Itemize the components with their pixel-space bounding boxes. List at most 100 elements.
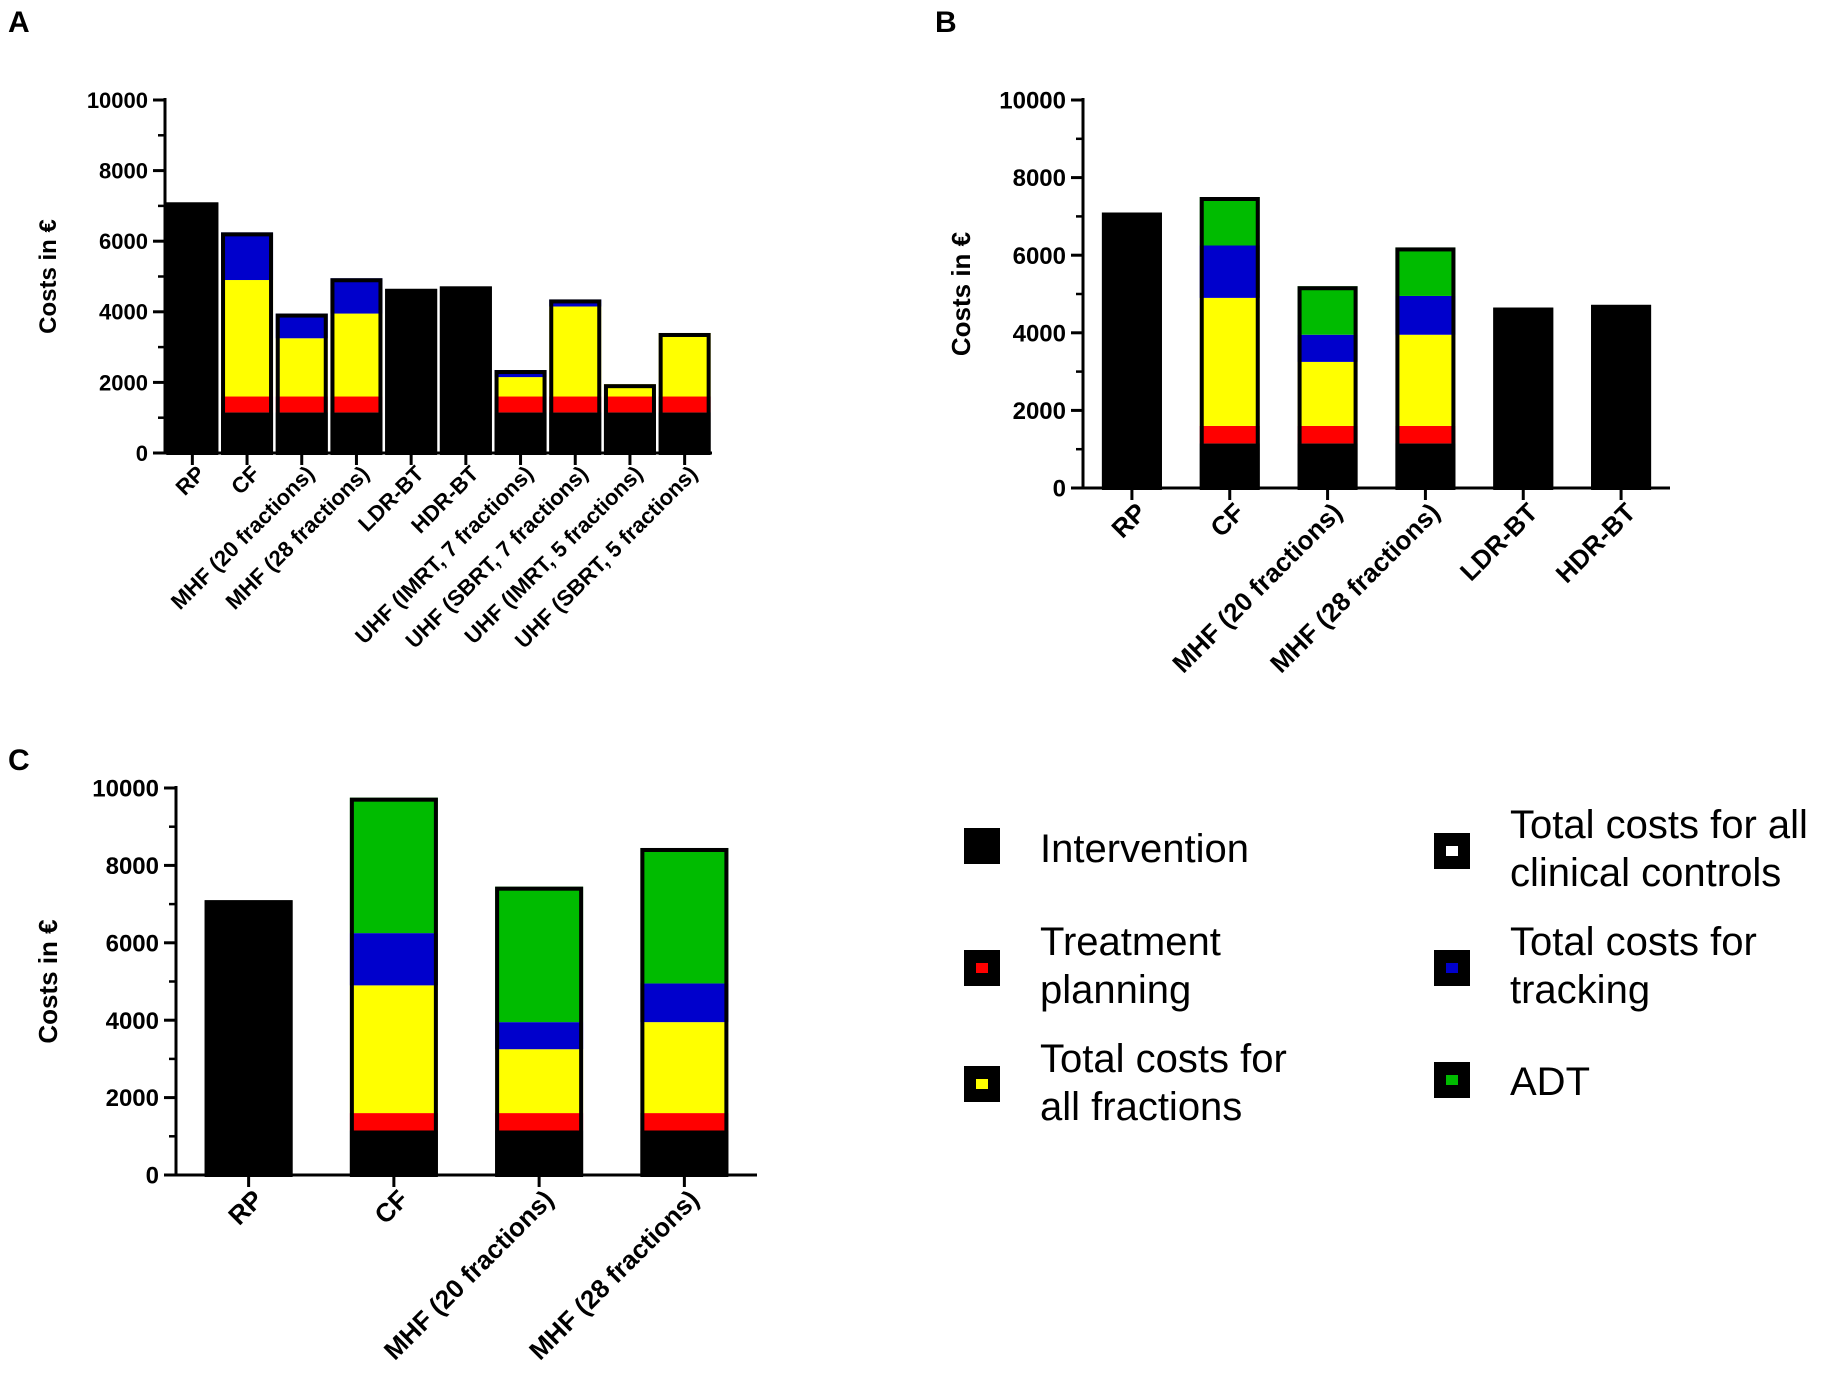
panel-letter: B [935, 6, 957, 39]
y-tick-label: 10000 [87, 88, 148, 113]
legend-item-intervention: Intervention [964, 827, 1249, 871]
legend-swatch-fill [976, 963, 988, 973]
bar-segment-intervention [1297, 443, 1358, 488]
bar-segment-total-costs-for-tracking [1199, 245, 1260, 298]
y-axis-label: Costs in € [35, 219, 62, 334]
bar-segment-intervention [330, 412, 383, 453]
bar-segment-intervention [166, 202, 219, 453]
bar-segment-intervention [549, 412, 602, 453]
bar-segment-total-costs-for-all-fractions [221, 280, 274, 397]
bar-segment-total-costs-for-all-fractions [549, 306, 602, 397]
bar-segment-intervention [603, 412, 656, 453]
y-tick-label: 8000 [106, 853, 159, 880]
bar-segment-adt [349, 797, 438, 934]
x-category-label: CF [226, 461, 264, 499]
bar-segment-intervention [495, 1130, 584, 1175]
bar-segment-adt [640, 847, 729, 984]
bar-segment-total-costs-for-tracking [349, 933, 438, 986]
legend-label: clinical controls [1510, 851, 1781, 895]
bar-segment-total-costs-for-tracking [1297, 334, 1358, 362]
x-category-label: RP [1105, 497, 1152, 544]
x-category-label: RP [222, 1184, 269, 1231]
x-category-label: RP [171, 461, 210, 500]
x-category-label: CF [1204, 497, 1250, 543]
y-tick-label: 2000 [99, 370, 148, 395]
bar-segment-total-costs-for-all-fractions [330, 313, 383, 397]
y-tick-label: 2000 [1013, 398, 1066, 425]
legend-label: planning [1040, 968, 1191, 1012]
bar-segment-treatment-planning [495, 1113, 584, 1131]
legend-swatch-fill [1446, 846, 1458, 856]
bar-segment-treatment-planning [221, 396, 274, 413]
legend-label: all fractions [1040, 1085, 1242, 1129]
bar-segment-total-costs-for-tracking [221, 232, 274, 281]
legend-label: ADT [1510, 1060, 1590, 1104]
legend-label: Total costs for all [1510, 803, 1808, 847]
y-tick-label: 6000 [1013, 243, 1066, 270]
bar-segment-treatment-planning [1297, 425, 1358, 444]
y-tick-label: 6000 [99, 229, 148, 254]
bar-segment-total-costs-for-all-fractions [1297, 361, 1358, 426]
y-tick-label: 10000 [92, 776, 159, 803]
x-category-label: HDR-BT [1550, 497, 1642, 589]
bar-segment-intervention [658, 412, 711, 453]
bar-segment-total-costs-for-all-fractions [494, 377, 547, 397]
bar-segment-treatment-planning [494, 396, 547, 413]
legend-swatch-fill [976, 1079, 988, 1089]
bar-segment-intervention [275, 412, 328, 453]
bar-segment-intervention [385, 288, 438, 453]
bar-segment-total-costs-for-tracking [640, 983, 729, 1023]
bar-segment-intervention [1591, 304, 1652, 488]
legend-label: Total costs for [1510, 920, 1757, 964]
bar-segment-treatment-planning [1199, 425, 1260, 444]
x-category-label: CF [368, 1184, 414, 1230]
y-tick-label: 0 [146, 1163, 159, 1190]
bar-segment-treatment-planning [603, 396, 656, 413]
bar-segment-adt [1395, 247, 1456, 296]
bar-segment-total-costs-for-all-fractions [658, 332, 711, 397]
bar-segment-total-costs-for-all-fractions [495, 1049, 584, 1114]
bar-segment-intervention [204, 900, 293, 1175]
y-tick-label: 8000 [1013, 165, 1066, 192]
legend-label: Treatment [1040, 920, 1221, 964]
bar-segment-total-costs-for-all-fractions [1199, 297, 1260, 426]
x-category-label: LDR-BT [1454, 497, 1544, 587]
bar-segment-intervention [1493, 307, 1554, 488]
bar-segment-treatment-planning [275, 396, 328, 413]
legend-label: tracking [1510, 968, 1650, 1012]
bar-segment-intervention [439, 286, 492, 453]
legend-swatch-fill [1446, 1075, 1458, 1085]
bar-segment-intervention [221, 412, 274, 453]
y-tick-label: 4000 [1013, 320, 1066, 347]
bar-segment-intervention [494, 412, 547, 453]
bar-segment-intervention [640, 1130, 729, 1175]
legend-item-adt: ADT [1434, 1060, 1590, 1104]
bar-segment-intervention [349, 1130, 438, 1175]
y-tick-label: 2000 [106, 1085, 159, 1112]
bar-segment-treatment-planning [330, 396, 383, 413]
y-tick-label: 6000 [106, 930, 159, 957]
bar-segment-intervention [1395, 443, 1456, 488]
panel-letter: A [8, 6, 30, 39]
bar-segment-treatment-planning [349, 1113, 438, 1131]
bar-segment-total-costs-for-all-fractions [1395, 334, 1456, 426]
y-axis-label: Costs in € [33, 919, 63, 1043]
bar-segment-intervention [1101, 212, 1162, 488]
bar-segment-total-costs-for-all-fractions [275, 338, 328, 397]
bar-segment-adt [1199, 197, 1260, 246]
bar-segment-total-costs-for-tracking [330, 278, 383, 314]
bar-segment-total-costs-for-all-fractions [349, 985, 438, 1114]
bar-segment-treatment-planning [1395, 425, 1456, 444]
legend-label: Intervention [1040, 827, 1249, 871]
y-tick-label: 8000 [99, 159, 148, 184]
y-axis-label: Costs in € [946, 232, 976, 356]
y-tick-label: 4000 [99, 300, 148, 325]
bar-segment-intervention [1199, 443, 1260, 488]
